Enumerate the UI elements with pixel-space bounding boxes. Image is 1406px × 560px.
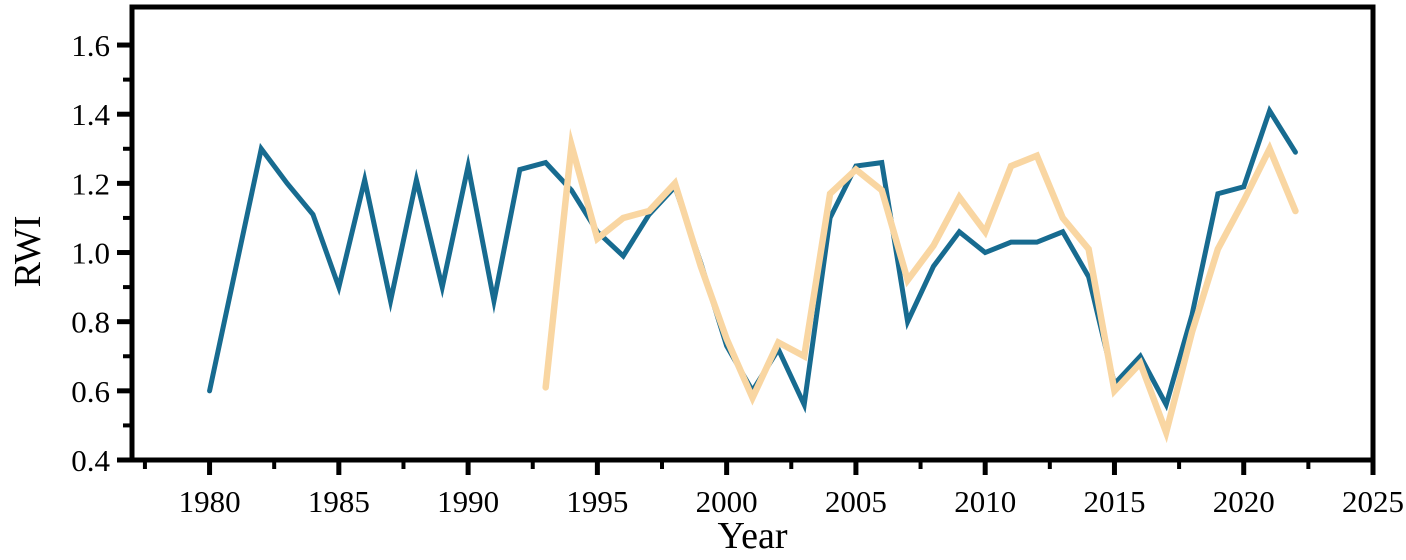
y-tick-label: 1.2 xyxy=(71,166,110,201)
x-tick-label: 1995 xyxy=(566,484,628,519)
x-tick-label: 1985 xyxy=(308,484,370,519)
x-tick-label: 1990 xyxy=(437,484,499,519)
x-tick-label: 2010 xyxy=(954,484,1016,519)
x-tick-label: 2020 xyxy=(1213,484,1275,519)
y-tick-label: 1.0 xyxy=(71,236,110,271)
x-axis-title: Year xyxy=(717,515,787,557)
plot-frame xyxy=(129,4,1376,463)
x-tick-label: 2025 xyxy=(1342,484,1404,519)
y-axis-title: RWI xyxy=(7,216,49,288)
y-tick-label: 0.6 xyxy=(71,374,110,409)
x-tick-label: 2005 xyxy=(825,484,887,519)
y-tick-label: 1.4 xyxy=(71,97,110,132)
y-tick-label: 0.4 xyxy=(71,443,110,478)
x-tick-label: 1980 xyxy=(179,484,241,519)
x-tick-label: 2000 xyxy=(696,484,758,519)
y-tick-label: 0.8 xyxy=(71,305,110,340)
x-tick-label: 2015 xyxy=(1083,484,1145,519)
y-tick-label: 1.6 xyxy=(71,28,110,63)
peach-series-line xyxy=(542,128,1299,444)
